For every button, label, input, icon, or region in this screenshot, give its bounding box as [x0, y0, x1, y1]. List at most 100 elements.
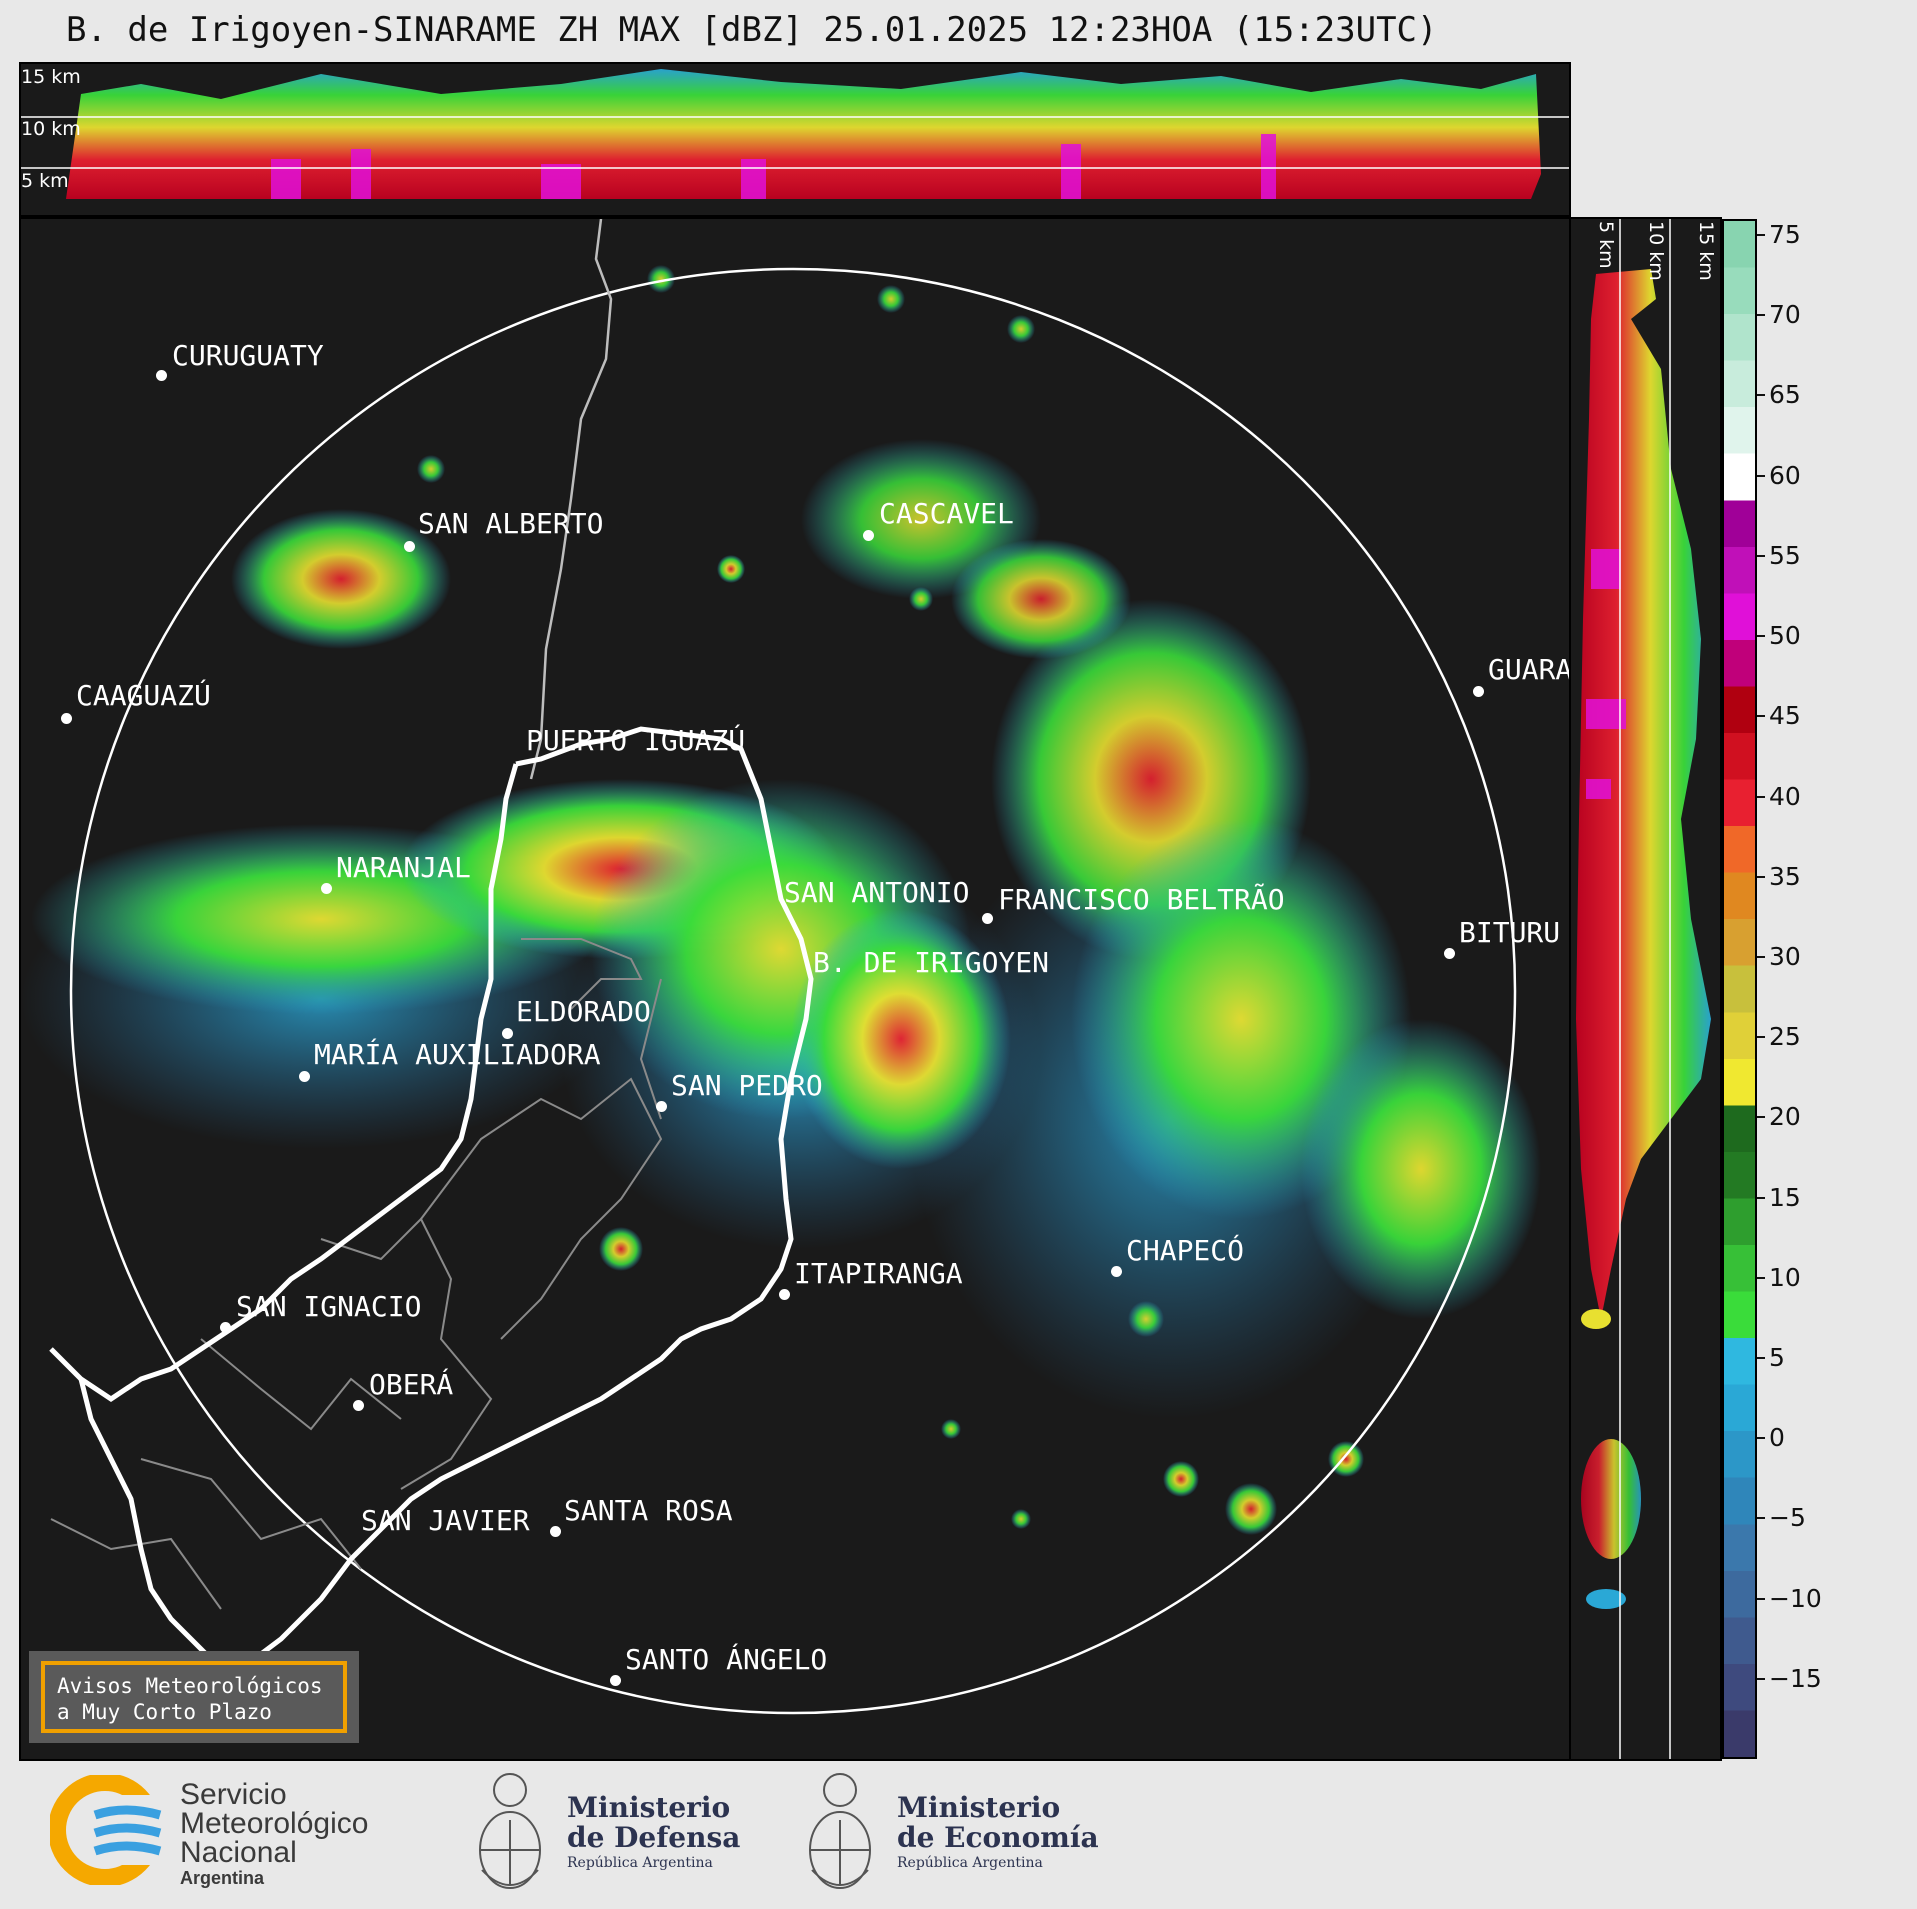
city-label-naranjal: NARANJAL: [336, 851, 471, 884]
defensa-line-2: de Defensa: [567, 1821, 741, 1854]
height-label-10km: 10 km: [21, 118, 81, 140]
city-dot-curuguaty: [156, 370, 167, 381]
colorbar-tick: [1757, 1677, 1765, 1680]
city-dot-obera: [353, 1400, 364, 1411]
city-label-san-javier: SAN JAVIER: [361, 1504, 530, 1537]
colorbar-tick-label: 10: [1769, 1262, 1801, 1292]
side-height-label-5km: 5 km: [1595, 221, 1617, 269]
city-label-itapiranga: ITAPIRANGA: [794, 1257, 963, 1290]
warning-box[interactable]: Avisos Meteorológicos a Muy Corto Plazo: [29, 1651, 359, 1743]
height-label-15km: 15 km: [21, 66, 81, 88]
city-dot-maria-auxiliadora: [299, 1071, 310, 1082]
economia-line-1: Ministerio: [897, 1791, 1061, 1824]
city-label-santa-rosa: SANTA ROSA: [564, 1494, 733, 1527]
economia-line-3: República Argentina: [897, 1855, 1043, 1871]
top-cross-section-panel: 15 km 10 km 5 km: [19, 62, 1571, 217]
smn-line-1: Servicio: [180, 1778, 287, 1811]
map-title: B. de Irigoyen-SINARAME ZH MAX [dBZ] 25.…: [66, 10, 1438, 50]
colorbar-tick-label: 55: [1769, 540, 1801, 570]
city-dot-santo-angelo: [610, 1675, 621, 1686]
city-dot-santa-rosa: [550, 1526, 561, 1537]
colorbar-tick-label: 5: [1769, 1342, 1785, 1372]
city-dot-chapeco: [1111, 1266, 1122, 1277]
city-dot-eldorado: [502, 1028, 513, 1039]
colorbar-tick: [1757, 1036, 1765, 1039]
city-dot-itapiranga: [779, 1289, 790, 1300]
defensa-line-3: República Argentina: [567, 1855, 713, 1871]
city-label-eldorado: ELDORADO: [516, 995, 651, 1028]
smn-line-3: Nacional: [180, 1836, 297, 1869]
city-label-san-pedro: SAN PEDRO: [671, 1069, 823, 1102]
colorbar-tick-label: 25: [1769, 1022, 1801, 1052]
colorbar-tick: [1757, 1116, 1765, 1119]
city-label-bituru: BITURU: [1459, 916, 1561, 949]
radar-map-panel[interactable]: CURUGUATY SAN ALBERTO CASCAVEL CAAGUAZÚ …: [19, 217, 1571, 1761]
smn-line-2: Meteorológico: [180, 1807, 369, 1840]
colorbar-tick: [1757, 875, 1765, 878]
city-label-santo-angelo: SANTO ÁNGELO: [625, 1643, 828, 1676]
colorbar-tick-label: 0: [1769, 1423, 1785, 1453]
colorbar-tick: [1757, 795, 1765, 798]
city-label-san-antonio: SAN ANTONIO: [784, 876, 970, 909]
city-label-francisco-beltrao: FRANCISCO BELTRÃO: [998, 883, 1285, 916]
colorbar-tick: [1757, 1276, 1765, 1279]
radar-map: [21, 219, 1541, 1715]
smn-logo-icon: [50, 1775, 165, 1885]
height-label-5km: 5 km: [21, 170, 69, 192]
city-label-caaguazu: CAAGUAZÚ: [76, 679, 211, 712]
colorbar-tick-label: 70: [1769, 300, 1801, 330]
colorbar-tick: [1757, 1517, 1765, 1520]
colorbar-tick-label: −5: [1769, 1503, 1806, 1533]
city-label-san-ignacio: SAN IGNACIO: [236, 1290, 422, 1323]
colorbar-tick: [1757, 474, 1765, 477]
colorbar-tick: [1757, 635, 1765, 638]
colorbar-tick-label: 75: [1769, 220, 1801, 250]
colorbar-tick-label: −15: [1769, 1663, 1822, 1693]
colorbar-tick: [1757, 394, 1765, 397]
colorbar-tick-label: 45: [1769, 701, 1801, 731]
side-height-label-15km: 15 km: [1695, 221, 1717, 281]
smn-logo-text: Servicio Meteorológico Nacional Argentin…: [180, 1780, 368, 1889]
side-cross-section-panel: 5 km 10 km 15 km: [1569, 217, 1722, 1761]
side-height-label-10km: 10 km: [1645, 221, 1667, 281]
colorbar-tick-label: 35: [1769, 861, 1801, 891]
colorbar-tick-label: −10: [1769, 1583, 1822, 1613]
city-dot-san-ignacio: [220, 1322, 231, 1333]
colorbar-tick-label: 30: [1769, 941, 1801, 971]
warning-line-1: Avisos Meteorológicos: [57, 1674, 323, 1698]
city-dot-caaguazu: [61, 713, 72, 724]
city-label-guara: GUARA: [1488, 653, 1571, 686]
colorbar-tick: [1757, 1437, 1765, 1440]
top-cross-section: [21, 69, 1569, 199]
city-dot-naranjal: [321, 883, 332, 894]
city-dot-francisco-beltrao: [982, 913, 993, 924]
warning-line-2: a Muy Corto Plazo: [57, 1700, 272, 1724]
colorbar-tick-label: 65: [1769, 380, 1801, 410]
defensa-emblem-icon: [479, 1773, 541, 1889]
city-label-cascavel: CASCAVEL: [879, 497, 1014, 530]
defensa-logo-text: Ministerio de Defensa República Argentin…: [567, 1793, 740, 1873]
colorbar-tick: [1757, 234, 1765, 237]
city-dot-san-alberto: [404, 541, 415, 552]
city-label-curuguaty: CURUGUATY: [172, 339, 324, 372]
colorbar-tick-label: 15: [1769, 1182, 1801, 1212]
city-dot-bituru: [1444, 948, 1455, 959]
colorbar-tick: [1757, 314, 1765, 317]
city-dot-guara: [1473, 686, 1484, 697]
colorbar-tick: [1757, 554, 1765, 557]
colorbar-tick-label: 20: [1769, 1102, 1801, 1132]
economia-logo-text: Ministerio de Economía República Argenti…: [897, 1793, 1099, 1873]
economia-emblem-icon: [809, 1773, 871, 1889]
smn-line-4: Argentina: [180, 1868, 265, 1888]
colorbar-tick: [1757, 1196, 1765, 1199]
city-label-obera: OBERÁ: [369, 1368, 454, 1401]
defensa-line-1: Ministerio: [567, 1791, 731, 1824]
colorbar-tick-label: 50: [1769, 621, 1801, 651]
colorbar-tick: [1757, 715, 1765, 718]
warning-box-inner: Avisos Meteorológicos a Muy Corto Plazo: [41, 1661, 347, 1733]
colorbar-tick-label: 40: [1769, 781, 1801, 811]
city-dot-san-pedro: [656, 1101, 667, 1112]
city-label-puerto-iguazu: PUERTO IGUAZÚ: [526, 724, 746, 757]
side-cross-section: [1576, 219, 1711, 1759]
economia-line-2: de Economía: [897, 1821, 1099, 1854]
